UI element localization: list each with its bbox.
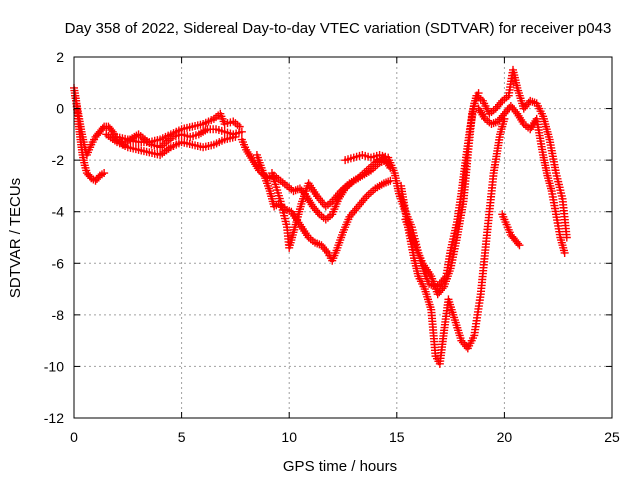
- data-point: [313, 208, 322, 217]
- x-tick-label: 10: [281, 429, 297, 445]
- series-arc-4: [113, 109, 244, 147]
- data-point: [98, 124, 107, 133]
- data-point: [237, 127, 246, 136]
- data-points: [70, 65, 571, 368]
- data-point: [496, 98, 505, 107]
- y-tick-label: -4: [52, 204, 65, 220]
- x-tick-label: 25: [604, 429, 620, 445]
- y-tick-label: -10: [44, 358, 64, 374]
- data-point: [438, 284, 447, 293]
- y-tick-label: -2: [52, 152, 65, 168]
- y-tick-label: -12: [44, 410, 64, 426]
- y-axis-label: SDTVAR / TECUs: [7, 178, 24, 298]
- data-point: [107, 126, 116, 135]
- data-point: [515, 241, 524, 250]
- series-arc-2: [71, 91, 246, 159]
- x-tick-label: 20: [497, 429, 513, 445]
- data-point: [100, 169, 109, 178]
- y-tick-label: 2: [56, 49, 64, 65]
- x-tick-label: 5: [178, 429, 186, 445]
- series-arc-7: [267, 153, 395, 252]
- series-arc-3: [102, 130, 240, 159]
- x-tick-label: 0: [70, 429, 78, 445]
- y-tick-label: 0: [56, 101, 64, 117]
- data-point: [231, 132, 240, 141]
- series-arc-9: [397, 114, 509, 368]
- series-arc-12: [498, 210, 524, 250]
- series-arc-11: [474, 101, 569, 257]
- series-arc-10: [401, 65, 571, 299]
- x-tick-label: 15: [389, 429, 405, 445]
- y-tick-label: -6: [52, 255, 65, 271]
- plot-frame: [73, 56, 613, 419]
- x-axis-label: GPS time / hours: [283, 458, 397, 475]
- series-arc-5: [237, 135, 391, 224]
- y-tick-label: -8: [52, 307, 65, 323]
- data-point: [514, 239, 523, 248]
- data-point: [235, 122, 244, 131]
- data-point: [560, 248, 569, 257]
- data-point: [322, 247, 331, 256]
- chart-title: Day 358 of 2022, Sidereal Day-to-day VTE…: [65, 20, 612, 37]
